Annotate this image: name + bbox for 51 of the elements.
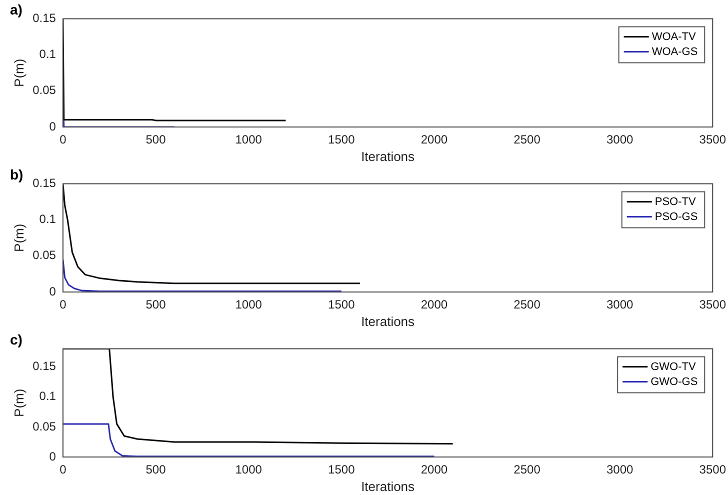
y-tick-label: 0 xyxy=(49,284,56,298)
x-axis-title: Iterations xyxy=(361,314,416,329)
y-axis-title: P(m) xyxy=(11,388,26,417)
x-tick-label: 3000 xyxy=(606,298,634,312)
x-tick-label: 1000 xyxy=(235,132,262,147)
x-tick-label: 500 xyxy=(146,132,166,147)
x-tick-label: 2000 xyxy=(420,298,448,312)
y-tick-label: 0.05 xyxy=(32,248,56,262)
legend-label: GWO-GS xyxy=(650,376,698,388)
y-tick-label: 0.15 xyxy=(32,11,56,26)
chart-title: c) xyxy=(10,331,22,348)
x-axis-title: Iterations xyxy=(361,478,416,494)
x-tick-label: 2500 xyxy=(514,132,541,147)
y-tick-label: 0.1 xyxy=(39,47,56,62)
x-tick-label: 3500 xyxy=(699,462,726,477)
x-tick-label: 1000 xyxy=(235,298,262,312)
x-tick-label: 0 xyxy=(60,298,67,312)
x-tick-label: 500 xyxy=(146,298,166,312)
y-tick-label: 0.15 xyxy=(32,359,56,374)
y-tick-label: 0.05 xyxy=(32,83,56,98)
x-tick-label: 2000 xyxy=(420,462,448,477)
x-tick-label: 1500 xyxy=(328,132,356,147)
legend-label: WOA-TV xyxy=(652,30,696,43)
legend-label: GWO-TV xyxy=(650,360,696,373)
y-tick-label: 0.1 xyxy=(39,212,56,226)
x-tick-label: 0 xyxy=(60,132,67,147)
x-tick-label: 1500 xyxy=(328,462,356,477)
y-tick-label: 0 xyxy=(49,119,56,134)
x-tick-label: 3500 xyxy=(699,298,726,312)
y-tick-label: 0.15 xyxy=(32,176,56,190)
chart-title: b) xyxy=(10,166,24,182)
y-axis-title: P(m) xyxy=(11,224,26,252)
x-tick-label: 1000 xyxy=(235,462,262,477)
x-tick-label: 3000 xyxy=(606,132,634,147)
y-tick-label: 0.05 xyxy=(32,419,56,434)
x-tick-label: 500 xyxy=(146,462,166,477)
x-tick-label: 2500 xyxy=(514,462,541,477)
x-tick-label: 0 xyxy=(60,462,67,477)
y-tick-label: 0.1 xyxy=(39,389,56,404)
x-tick-label: 1500 xyxy=(328,298,356,312)
legend-label: PSO-TV xyxy=(654,196,696,208)
x-axis-title: Iterations xyxy=(361,148,416,164)
x-tick-label: 2500 xyxy=(514,298,541,312)
x-tick-label: 2000 xyxy=(420,132,448,147)
x-tick-label: 3500 xyxy=(699,132,726,147)
legend-label: WOA-GS xyxy=(652,46,698,58)
x-tick-label: 3000 xyxy=(606,462,634,477)
chart-title: a) xyxy=(10,1,22,18)
legend-label: PSO-GS xyxy=(654,210,698,223)
y-axis-title: P(m) xyxy=(11,58,26,87)
y-tick-label: 0 xyxy=(49,449,56,464)
